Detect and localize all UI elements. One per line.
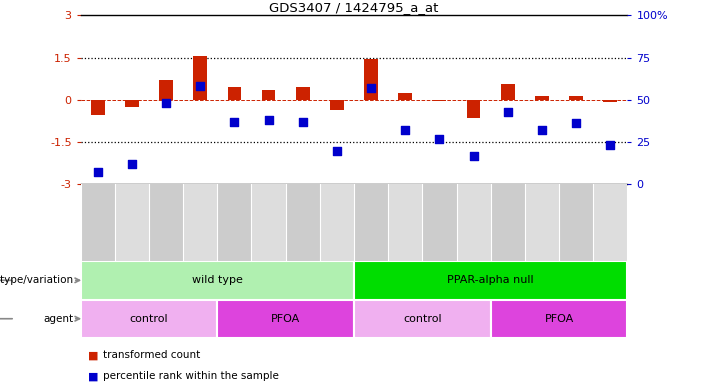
Bar	[467, 100, 480, 118]
Bar	[217, 300, 354, 338]
Text: percentile rank within the sample: percentile rank within the sample	[103, 371, 279, 381]
Bar	[183, 184, 217, 261]
Bar	[296, 87, 310, 100]
Bar	[330, 100, 343, 110]
Text: control: control	[403, 314, 442, 324]
Bar	[228, 87, 241, 100]
Text: PFOA: PFOA	[545, 314, 573, 324]
Bar	[604, 100, 617, 102]
Bar	[81, 261, 354, 300]
Point	[536, 127, 547, 133]
Bar	[320, 184, 354, 261]
Point	[571, 121, 582, 127]
Bar	[115, 184, 149, 261]
Text: ■: ■	[88, 371, 98, 381]
Text: control: control	[130, 314, 168, 324]
Bar	[365, 59, 378, 100]
Point	[434, 136, 445, 142]
Bar	[433, 100, 447, 101]
Bar	[559, 184, 593, 261]
Point	[229, 119, 240, 125]
Point	[365, 85, 376, 91]
Text: agent: agent	[43, 314, 74, 324]
Bar	[491, 300, 627, 338]
Point	[195, 83, 206, 89]
Bar	[149, 184, 183, 261]
Bar	[491, 184, 525, 261]
Bar	[286, 184, 320, 261]
Point	[332, 147, 343, 154]
Bar	[354, 261, 627, 300]
Text: wild type: wild type	[192, 275, 243, 285]
Text: PFOA: PFOA	[271, 314, 300, 324]
Bar	[569, 96, 583, 100]
Bar	[525, 184, 559, 261]
Bar	[354, 300, 491, 338]
Bar	[422, 184, 456, 261]
Point	[468, 152, 479, 159]
Text: genotype/variation: genotype/variation	[0, 275, 74, 285]
Text: transformed count: transformed count	[103, 350, 200, 360]
Text: PPAR-alpha null: PPAR-alpha null	[447, 275, 534, 285]
Title: GDS3407 / 1424795_a_at: GDS3407 / 1424795_a_at	[269, 1, 439, 14]
Point	[400, 127, 411, 133]
Bar	[159, 80, 173, 100]
Bar	[456, 184, 491, 261]
Bar	[398, 93, 412, 100]
Bar	[501, 84, 515, 100]
Bar	[125, 100, 139, 107]
Text: ■: ■	[88, 350, 98, 360]
Bar	[354, 184, 388, 261]
Bar	[193, 56, 207, 100]
Point	[605, 142, 616, 149]
Point	[161, 100, 172, 106]
Point	[126, 161, 137, 167]
Bar	[388, 184, 422, 261]
Point	[297, 119, 308, 125]
Bar	[217, 184, 252, 261]
Point	[263, 117, 274, 123]
Point	[92, 169, 103, 175]
Bar	[81, 184, 115, 261]
Bar	[91, 100, 104, 115]
Bar	[81, 300, 217, 338]
Bar	[261, 90, 275, 100]
Point	[502, 109, 513, 115]
Bar	[593, 184, 627, 261]
Bar	[252, 184, 286, 261]
Bar	[535, 96, 549, 100]
